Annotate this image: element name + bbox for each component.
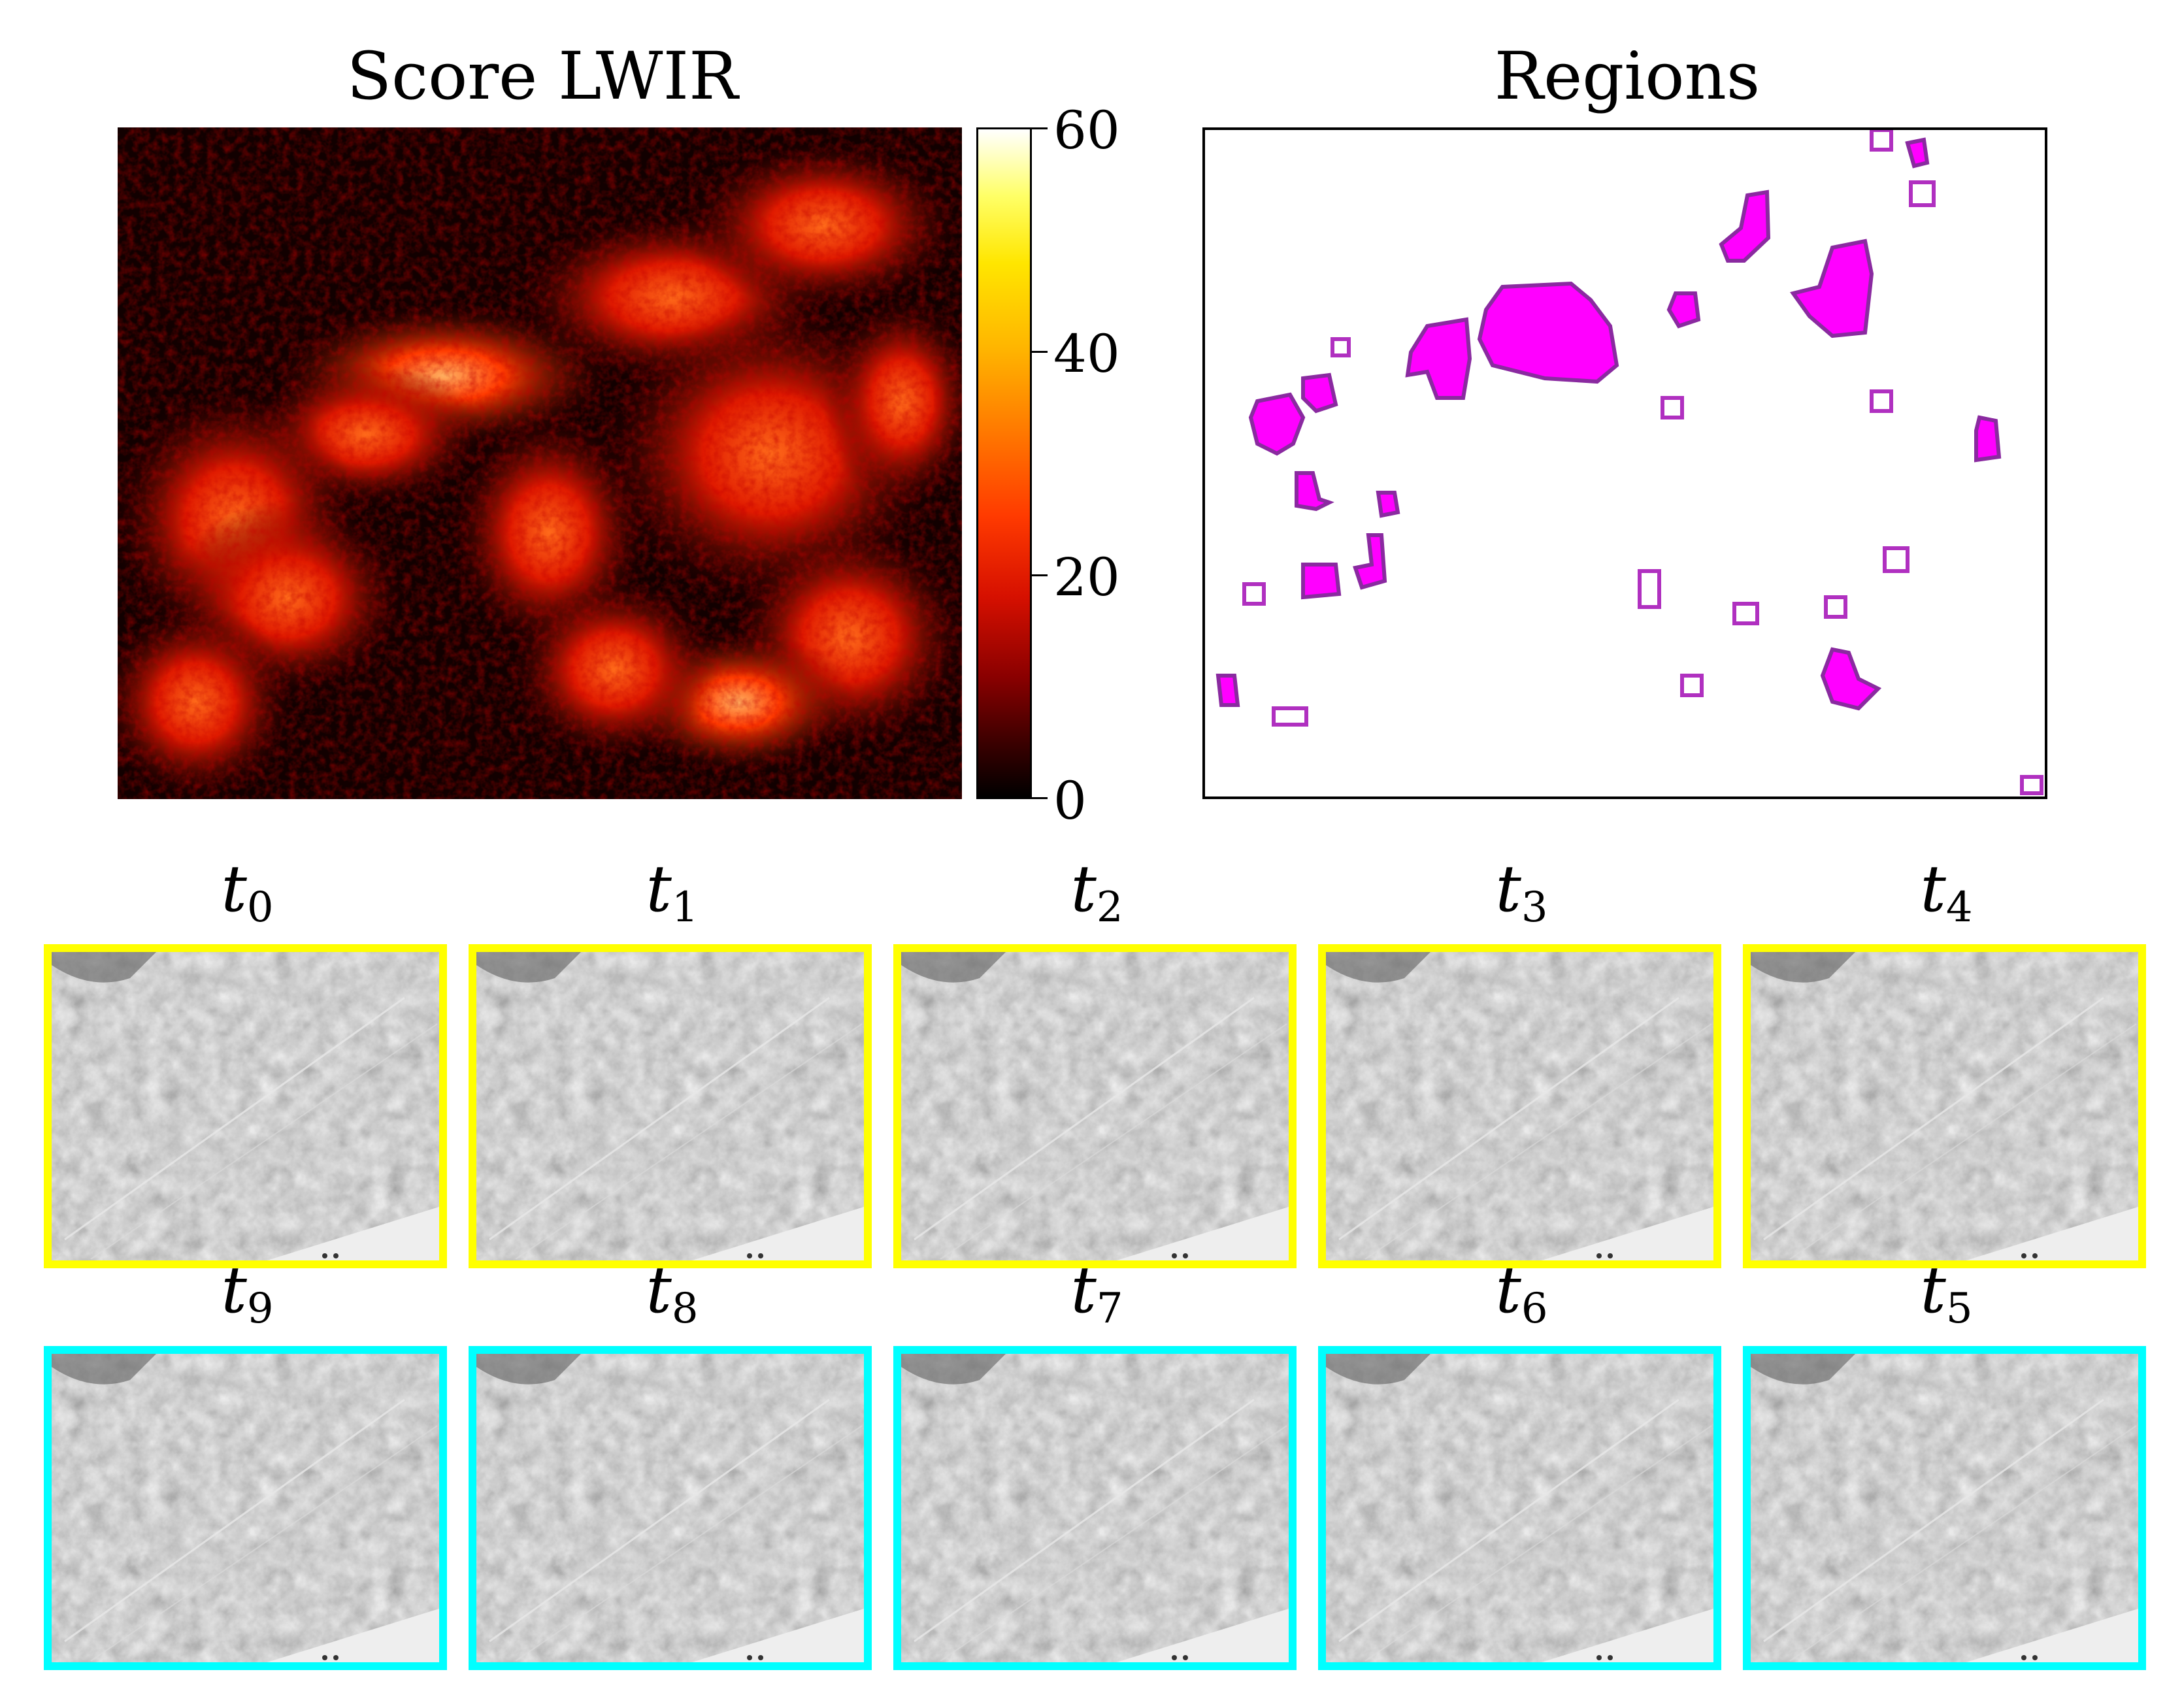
colorbar-tick (1032, 351, 1048, 353)
frame-t3 (1318, 944, 1721, 1268)
region-blob (1295, 471, 1334, 512)
frame-title-t4: t4 (1920, 852, 1973, 932)
region-blob (1789, 238, 1874, 338)
region-blob (1974, 415, 2002, 463)
region-small (1272, 706, 1308, 727)
frame-title-t7: t7 (1070, 1253, 1123, 1333)
frame-title-t9: t9 (221, 1253, 274, 1333)
frame-t4 (1743, 944, 2146, 1268)
colorbar-tick-label: 60 (1053, 100, 1120, 161)
frame-t2 (893, 944, 1297, 1268)
frame-t1 (469, 944, 872, 1268)
frame-title-t8: t8 (646, 1253, 699, 1333)
regions-map (1215, 128, 2043, 795)
region-blob (1820, 647, 1882, 711)
region-blob (1405, 317, 1472, 400)
region-small (1909, 180, 1936, 207)
region-small (1680, 674, 1704, 697)
region-small (1883, 546, 1909, 573)
colorbar (976, 127, 1032, 799)
colorbar-tick-label: 20 (1053, 547, 1120, 608)
frame-title-t3: t3 (1495, 852, 1548, 932)
region-small (2020, 775, 2043, 795)
frame-title-t2: t2 (1070, 852, 1123, 932)
colorbar-tick-label: 0 (1053, 770, 1087, 831)
region-blob (1301, 563, 1342, 600)
region-blob (1301, 372, 1338, 414)
colorbar-tick (1032, 797, 1048, 799)
frame-t6 (1318, 1346, 1721, 1670)
score-lwir-title: Score LWIR (346, 38, 738, 114)
frame-title-t1: t1 (646, 852, 699, 932)
region-small (1661, 396, 1684, 419)
region-small (1331, 337, 1351, 357)
colorbar-tick (1032, 127, 1048, 129)
region-blob (1248, 392, 1306, 456)
frame-title-t6: t6 (1495, 1253, 1548, 1333)
region-blob (1719, 189, 1771, 263)
region-small (1824, 595, 1847, 619)
region-blob (1215, 674, 1240, 707)
region-blob (1477, 281, 1619, 384)
region-blob (1376, 491, 1400, 518)
score-lwir-heatmap (118, 127, 962, 799)
frame-t9 (44, 1346, 447, 1670)
region-small (1242, 582, 1266, 606)
region-small (1870, 389, 1893, 413)
frame-t8 (469, 1346, 872, 1670)
regions-plot (1202, 127, 2047, 799)
frame-t7 (893, 1346, 1297, 1670)
region-small (1638, 569, 1661, 609)
frame-t5 (1743, 1346, 2146, 1670)
region-blob (1666, 291, 1701, 329)
colorbar-tick-label: 40 (1053, 323, 1120, 384)
region-small (1732, 602, 1759, 625)
frame-title-t0: t0 (221, 852, 274, 932)
frame-title-t5: t5 (1920, 1253, 1973, 1333)
regions-title: Regions (1494, 38, 1760, 114)
frame-t0 (44, 944, 447, 1268)
region-small (1870, 128, 1893, 152)
region-blob (1905, 137, 1930, 169)
colorbar-tick (1032, 574, 1048, 576)
region-blob (1353, 533, 1387, 590)
